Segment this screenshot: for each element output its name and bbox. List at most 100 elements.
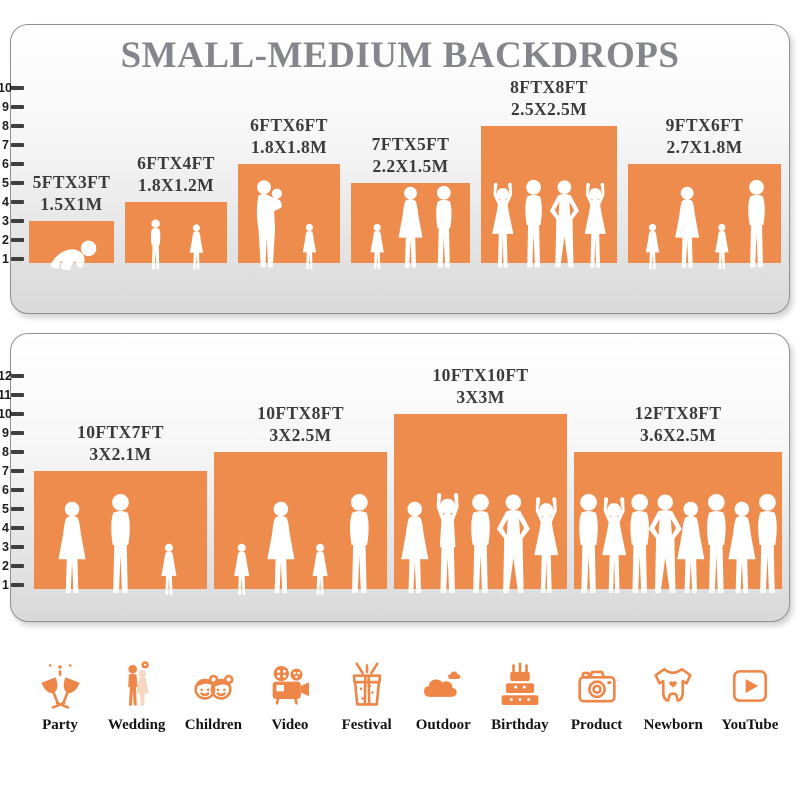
legend-item: Festival — [331, 660, 403, 734]
person-silhouette — [492, 182, 514, 268]
person-silhouette — [648, 494, 682, 593]
ruler-tick-label: 7 — [2, 464, 9, 478]
bar-size-label: 12FTX8FT 3.6X2.5M — [588, 403, 768, 446]
person-silhouette — [707, 494, 726, 593]
product-icon — [571, 660, 623, 712]
ruler-tick-label: 6 — [2, 483, 9, 497]
ruler-tick-label: 4 — [2, 195, 9, 209]
person-silhouette — [471, 494, 490, 593]
people-silhouettes — [401, 493, 559, 594]
legend-item: Party — [24, 660, 96, 734]
backdrop-bar — [238, 164, 340, 263]
legend-item: Outdoor — [407, 660, 479, 734]
bar-size-label: 7FTX5FT 2.2X1.5M — [321, 134, 501, 177]
youtube-icon — [724, 660, 776, 712]
ruler-tick — [11, 468, 24, 474]
legend-item: Product — [561, 660, 633, 734]
bar-size-m: 2.2X1.5M — [372, 155, 449, 176]
bar-size-m: 2.5X2.5M — [510, 98, 588, 119]
ruler-tick — [11, 161, 24, 167]
person-silhouette — [549, 180, 579, 268]
ruler-tick — [11, 544, 24, 550]
person-silhouette — [312, 543, 328, 595]
person-silhouette — [58, 501, 86, 594]
bar-size-ft: 10FTX8FT — [257, 403, 344, 423]
legend-item: Wedding — [101, 660, 173, 734]
person-silhouette — [630, 494, 649, 593]
ruler-tick-label: 11 — [0, 388, 12, 402]
person-silhouette — [675, 186, 700, 268]
legend-item-label: Product — [570, 717, 623, 733]
bar-size-m: 3X2.5M — [269, 424, 332, 445]
bar-size-label: 6FTX4FT 1.8X1.2M — [86, 153, 266, 196]
bar-size-m: 2.7X1.8M — [666, 136, 743, 157]
ruler-tick — [11, 142, 24, 148]
ruler-tick-label: 10 — [0, 407, 12, 421]
person-silhouette — [677, 501, 705, 594]
ruler-tick — [11, 237, 24, 243]
ruler-tick-label: 10 — [0, 81, 12, 95]
ruler-tick-label: 12 — [0, 369, 12, 383]
person-silhouette — [267, 501, 295, 594]
person-silhouette — [579, 494, 598, 593]
outdoor-icon — [417, 660, 469, 712]
bar-size-m: 1.8X1.2M — [137, 174, 215, 195]
children-icon — [187, 660, 239, 712]
people-silhouettes — [234, 494, 369, 595]
ruler-tick-label: 5 — [2, 176, 9, 190]
ruler-tick-label: 3 — [2, 214, 9, 228]
bar-size-label: 8FTX8FT 2.5X2.5M — [459, 77, 639, 120]
wedding-icon — [111, 660, 163, 712]
person-silhouette — [350, 494, 369, 593]
person-silhouette — [748, 179, 765, 268]
ruler-tick — [11, 525, 24, 531]
bar-size-m: 3X2.1M — [89, 443, 152, 464]
ruler-tick — [11, 392, 24, 398]
bar-size-label: 6FTX6FT 1.8X1.8M — [199, 115, 379, 158]
person-silhouette — [602, 497, 627, 594]
people-silhouettes — [58, 494, 177, 595]
newborn-icon — [647, 660, 699, 712]
person-silhouette — [111, 494, 130, 593]
legend-item: Newborn — [637, 660, 709, 734]
person-silhouette — [370, 223, 384, 270]
video-icon — [264, 660, 316, 712]
ruler-tick — [11, 373, 24, 379]
person-silhouette — [436, 493, 459, 593]
ruler-tick-label: 4 — [2, 521, 9, 535]
ruler-tick — [11, 449, 24, 455]
ruler-tick — [11, 506, 24, 512]
bar-size-ft: 6FTX4FT — [137, 153, 215, 173]
person-silhouette — [150, 219, 161, 269]
legend-item: Birthday — [484, 660, 556, 734]
person-silhouette — [728, 501, 756, 594]
people-silhouettes — [370, 185, 452, 270]
legend-item: Children — [177, 660, 249, 734]
ruler-tick-label: 1 — [2, 578, 9, 592]
person-silhouette — [496, 494, 530, 593]
legend-item-label: Wedding — [107, 717, 166, 733]
person-silhouette — [50, 240, 97, 270]
bar-size-ft: 12FTX8FT — [634, 403, 722, 423]
ruler-tick-label: 7 — [2, 138, 9, 152]
bar-size-m: 3.6X2.5M — [639, 424, 717, 445]
legend-item-label: YouTube — [721, 717, 779, 733]
ruler-tick — [11, 104, 24, 110]
person-silhouette — [715, 223, 729, 270]
people-silhouettes — [645, 179, 765, 270]
people-silhouettes — [492, 179, 606, 268]
people-silhouettes — [50, 240, 97, 270]
bar-size-ft: 5FTX3FT — [32, 172, 111, 192]
ruler-tick-label: 9 — [2, 426, 9, 440]
category-legend: Party Wedding Children Video Festival Outdoor… — [24, 660, 786, 734]
ruler-tick — [11, 123, 24, 129]
bar-size-ft: 10FTX7FT — [77, 422, 164, 442]
ruler-tick — [11, 430, 24, 436]
birthday-icon — [494, 660, 546, 712]
bar-size-ft: 10FTX10FT — [432, 365, 529, 385]
people-silhouettes — [256, 180, 317, 270]
bar-size-label: 10FTX10FT 3X3M — [391, 365, 571, 408]
legend-item-label: Festival — [341, 717, 392, 733]
bar-size-label: 5FTX3FT 1.5X1M — [0, 172, 162, 215]
ruler-tick — [11, 563, 24, 569]
